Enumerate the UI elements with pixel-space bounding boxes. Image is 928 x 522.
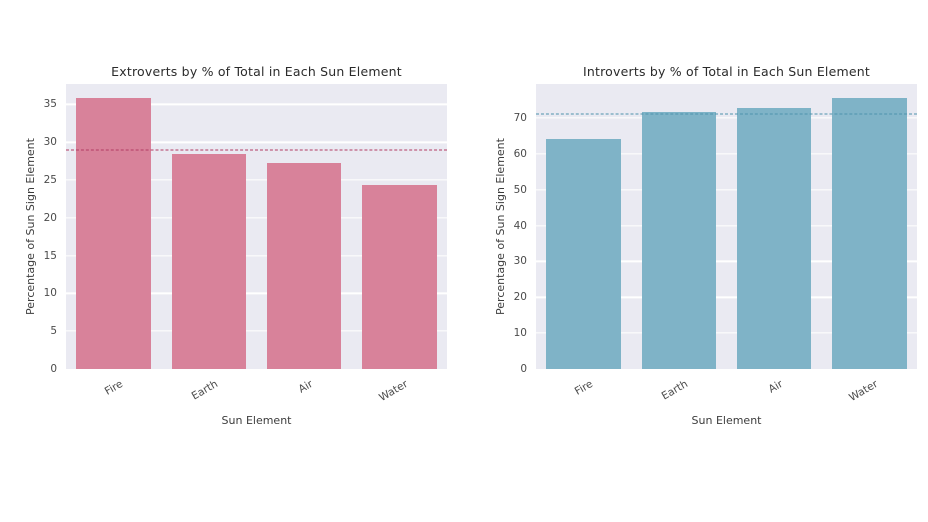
bar-fire bbox=[546, 139, 621, 369]
y-axis-label: Percentage of Sun Sign Element bbox=[493, 138, 507, 315]
y-tick-label: 5 bbox=[50, 325, 57, 338]
y-tick-label: 0 bbox=[50, 363, 57, 375]
y-tick-label: 10 bbox=[43, 287, 57, 300]
gridline bbox=[66, 179, 447, 181]
bar-water bbox=[362, 185, 437, 369]
chart-introverts: Introverts by % of Total in Each Sun Ele… bbox=[470, 0, 928, 522]
y-tick-label: 35 bbox=[43, 98, 57, 111]
plot-area: 0 5 10 15 20 25 30 35 Fire Earth Air Water bbox=[44, 84, 447, 404]
chart-title: Extroverts by % of Total in Each Sun Ele… bbox=[111, 64, 402, 79]
bar-air bbox=[736, 108, 812, 369]
gridline bbox=[536, 260, 917, 263]
gridline bbox=[536, 189, 917, 191]
gridline bbox=[536, 296, 917, 298]
x-tick-label: Earth bbox=[659, 378, 690, 403]
y-tick-label: 25 bbox=[43, 174, 57, 186]
mean-reference-line bbox=[536, 113, 917, 115]
y-tick-label: 20 bbox=[513, 291, 527, 304]
gridline bbox=[66, 217, 447, 219]
gridline bbox=[66, 141, 447, 143]
y-axis-label: Percentage of Sun Sign Element bbox=[23, 138, 37, 315]
y-tick-label: 30 bbox=[513, 255, 527, 268]
gridline bbox=[536, 117, 917, 119]
gridline bbox=[536, 332, 917, 334]
y-tick-label: 0 bbox=[520, 363, 527, 375]
y-axis-label-wrap: Percentage of Sun Sign Element bbox=[14, 84, 46, 369]
chart-extroverts: Extroverts by % of Total in Each Sun Ele… bbox=[0, 0, 458, 522]
gridline bbox=[66, 254, 447, 257]
gridline bbox=[66, 292, 447, 295]
bar-water bbox=[832, 97, 907, 369]
y-tick-label: 60 bbox=[513, 147, 527, 160]
gridline bbox=[66, 103, 447, 106]
chart-title: Introverts by % of Total in Each Sun Ele… bbox=[583, 64, 870, 79]
y-tick-label: 15 bbox=[43, 249, 57, 262]
plot-area: 0 10 20 30 40 50 60 70 Fire Earth Air Water bbox=[514, 84, 917, 404]
y-tick-label: 30 bbox=[43, 136, 57, 149]
bar-air bbox=[266, 163, 342, 369]
y-tick-label: 10 bbox=[513, 327, 527, 340]
x-axis-label: Sun Element bbox=[691, 414, 762, 427]
x-tick-label: Air bbox=[296, 378, 316, 396]
x-tick-label: Air bbox=[766, 378, 786, 396]
bar-earth bbox=[641, 112, 716, 369]
y-tick-label: 70 bbox=[513, 112, 527, 125]
gridline bbox=[66, 330, 447, 332]
bar-earth bbox=[171, 154, 246, 369]
x-tick-label: Fire bbox=[102, 378, 125, 398]
y-tick-label: 40 bbox=[513, 219, 527, 232]
y-axis-label-wrap: Percentage of Sun Sign Element bbox=[484, 84, 516, 369]
bar-fire bbox=[76, 97, 151, 369]
mean-reference-line bbox=[66, 149, 447, 151]
x-axis-label: Sun Element bbox=[221, 414, 292, 427]
x-tick-label: Water bbox=[377, 378, 411, 404]
y-tick-label: 50 bbox=[513, 183, 527, 196]
y-tick-label: 20 bbox=[43, 211, 57, 224]
x-tick-label: Fire bbox=[572, 378, 595, 398]
gridline bbox=[536, 224, 917, 227]
x-tick-label: Water bbox=[847, 378, 881, 404]
x-tick-label: Earth bbox=[189, 378, 220, 403]
gridline bbox=[536, 153, 917, 155]
